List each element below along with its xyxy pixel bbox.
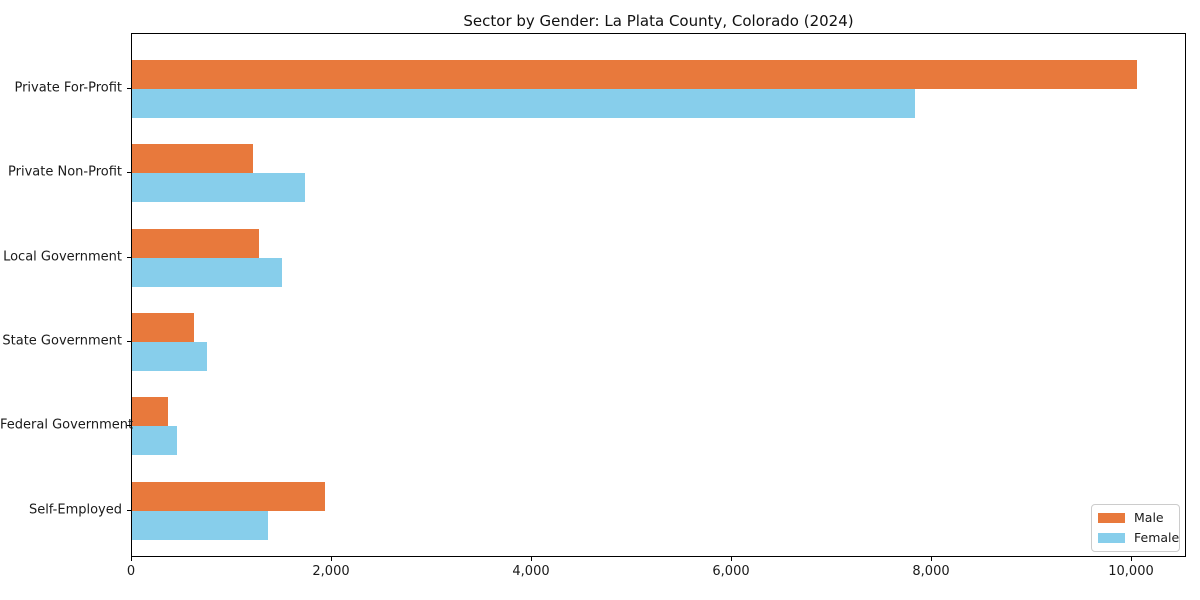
x-tick-label: 6,000 (712, 564, 750, 579)
y-tick-label: Private Non-Profit (8, 164, 122, 180)
legend-item-female: Female (1098, 531, 1179, 545)
bar-female-6 (132, 510, 268, 540)
bar-male-6 (132, 481, 325, 511)
bar-female-5 (132, 426, 177, 456)
y-tick-mark (127, 88, 131, 89)
bar-male-1 (132, 60, 1137, 89)
y-tick-label: State Government (2, 333, 122, 349)
chart-title: Sector by Gender: La Plata County, Color… (463, 12, 854, 30)
bar-female-4 (132, 341, 207, 371)
y-tick-mark (127, 425, 131, 427)
x-tick-label: 0 (126, 564, 136, 579)
y-tick-mark (127, 256, 131, 258)
legend-label: Male (1134, 510, 1164, 525)
x-tick-mark (331, 557, 332, 561)
bar-female-3 (132, 257, 282, 287)
x-tick-label: 10,000 (1108, 564, 1154, 579)
legend-swatch-male (1098, 513, 1125, 523)
y-tick-label: Local Government (3, 249, 122, 265)
x-tick-mark (1131, 557, 1132, 561)
legend-label: Female (1134, 530, 1180, 545)
x-tick-mark (931, 557, 932, 561)
x-tick-mark (531, 557, 532, 561)
bar-male-3 (132, 228, 259, 258)
y-tick-mark (127, 340, 131, 342)
bar-male-5 (132, 397, 168, 427)
bar-female-1 (132, 89, 915, 118)
y-tick-label: Private For-Profit (14, 80, 122, 96)
y-tick-label: Self-Employed (28, 502, 122, 517)
bar-male-2 (132, 144, 253, 174)
legend-item-male: Male (1098, 511, 1171, 525)
bar-male-4 (132, 312, 194, 342)
x-tick-mark (731, 557, 732, 561)
plot-area: Male Female (131, 33, 1186, 557)
x-tick-mark (131, 557, 132, 561)
legend-swatch-female (1098, 533, 1125, 543)
legend: Male Female (1091, 504, 1180, 552)
y-tick-mark (127, 509, 131, 511)
x-tick-label: 8,000 (912, 564, 950, 579)
bar-female-2 (132, 173, 305, 203)
x-tick-label: 2,000 (312, 564, 350, 579)
y-tick-mark (127, 172, 131, 174)
x-tick-label: 4,000 (512, 564, 550, 579)
y-tick-label: Federal Government (0, 417, 134, 433)
